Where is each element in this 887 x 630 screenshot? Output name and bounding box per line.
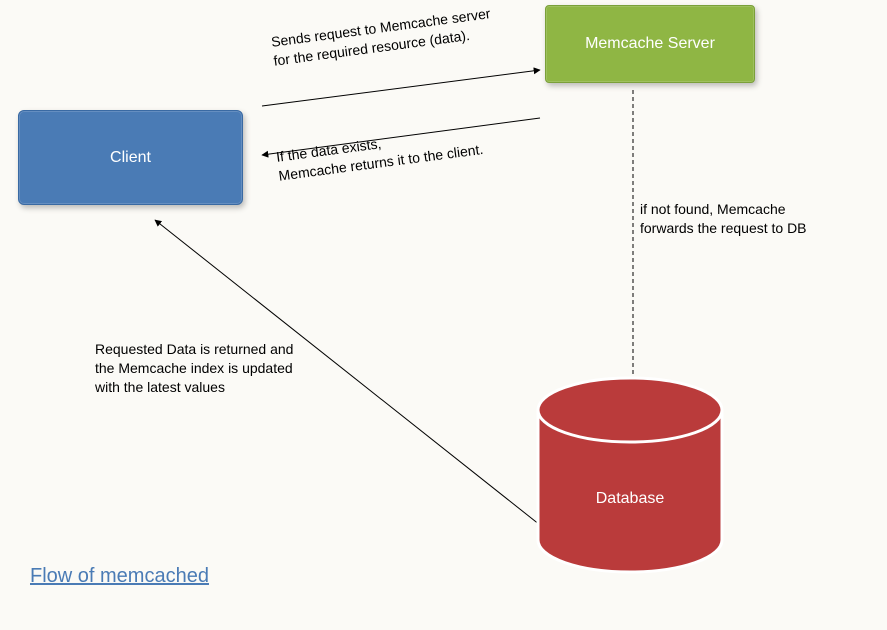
- diagram-title: Flow of memcached: [30, 565, 209, 588]
- client-node: Client: [18, 110, 243, 205]
- diagram-canvas: [0, 0, 887, 630]
- memcache-server-node: Memcache Server: [545, 5, 755, 83]
- edge-client-to-server: [262, 70, 540, 106]
- server-label: Memcache Server: [585, 35, 715, 53]
- label-db-to-client: Requested Data is returned and the Memca…: [95, 340, 293, 397]
- client-label: Client: [110, 149, 151, 167]
- label-server-to-db: if not found, Memcache forwards the requ…: [640, 200, 807, 238]
- database-node: [538, 378, 722, 572]
- database-label: Database: [540, 490, 720, 508]
